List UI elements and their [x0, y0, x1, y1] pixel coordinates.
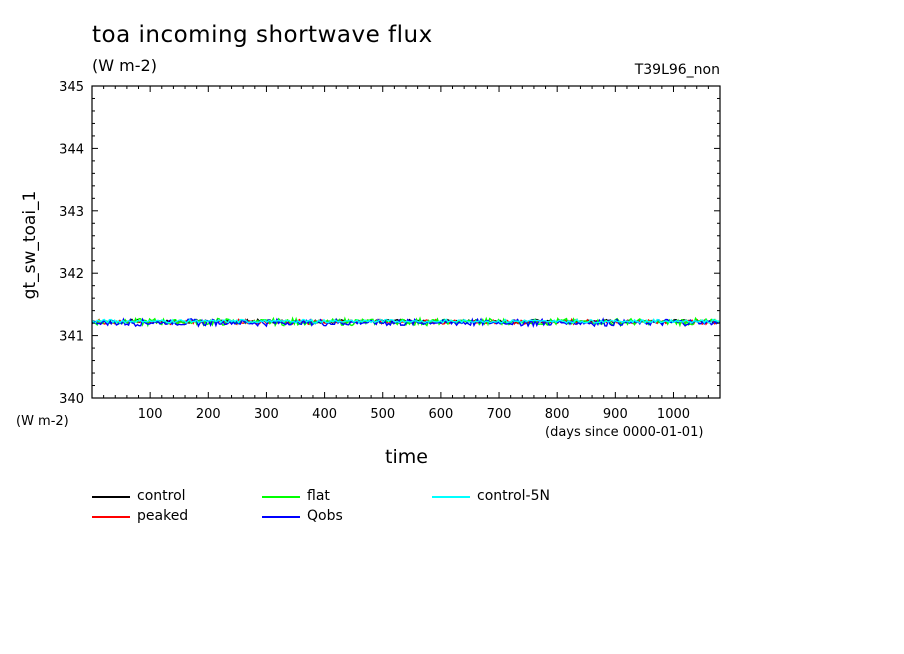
legend-swatch-peaked: [92, 516, 130, 518]
y-tick-label: 343: [59, 205, 84, 220]
x-tick-label: 400: [312, 407, 337, 422]
x-axis-label: time: [385, 446, 428, 468]
legend-swatch-control: [92, 496, 130, 498]
chart-title: toa incoming shortwave flux: [92, 22, 433, 48]
chart-units: (W m-2): [92, 56, 157, 75]
y-tick-label: 345: [59, 80, 84, 95]
x-tick-label: 900: [603, 407, 628, 422]
legend-swatch-Qobs: [262, 516, 300, 518]
run-id: T39L96_non: [634, 62, 720, 78]
x-tick-label: 100: [138, 407, 163, 422]
y-tick-label: 344: [59, 142, 84, 157]
x-tick-label: 500: [370, 407, 395, 422]
x-axis-units: (days since 0000-01-01): [545, 425, 704, 440]
y-tick-label: 342: [59, 267, 84, 282]
y-axis-label: gt_sw_toai_1: [20, 190, 40, 300]
legend-label-peaked: peaked: [137, 508, 189, 524]
y-tick-label: 340: [59, 392, 84, 407]
legend-label-control-5N: control-5N: [477, 488, 550, 504]
x-tick-label: 1000: [657, 407, 690, 422]
x-tick-label: 600: [428, 407, 453, 422]
legend-swatch-control-5N: [432, 496, 470, 498]
legend-label-control: control: [137, 488, 186, 504]
legend-swatch-flat: [262, 496, 300, 498]
x-tick-label: 700: [487, 407, 512, 422]
x-tick-label: 800: [545, 407, 570, 422]
y-tick-label: 341: [59, 330, 84, 345]
x-tick-label: 200: [196, 407, 221, 422]
plot-frame: [91, 85, 721, 399]
x-tick-label: 300: [254, 407, 279, 422]
series-line-control-5N: [91, 318, 721, 325]
y-axis-units: (W m-2): [16, 414, 69, 429]
legend-label-Qobs: Qobs: [307, 508, 343, 524]
legend-label-flat: flat: [307, 488, 330, 504]
